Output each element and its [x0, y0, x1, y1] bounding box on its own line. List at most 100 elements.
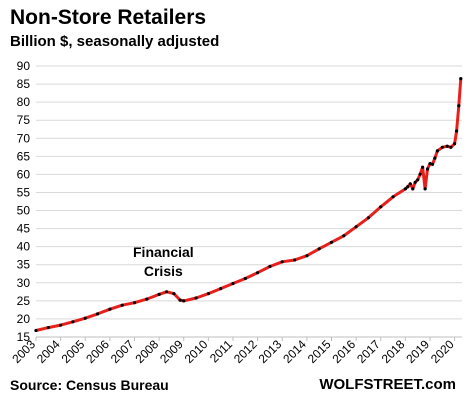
data-point: [440, 145, 444, 149]
data-point: [418, 172, 422, 176]
y-tick-label-35: 35: [17, 258, 31, 272]
data-point: [421, 165, 425, 169]
data-point: [46, 326, 50, 330]
data-point: [108, 307, 112, 311]
series-line-0: [35, 78, 463, 332]
data-point: [83, 316, 87, 320]
data-point: [194, 296, 198, 300]
data-point: [96, 312, 100, 316]
x-tick-label-2015: 2015: [305, 337, 334, 366]
data-point: [342, 234, 346, 238]
data-point: [433, 156, 437, 160]
y-axis-tick-labels: 15 20 25 30 35 40 45 50 55 60 65 70 75 80 85 90: [17, 59, 31, 344]
data-point: [157, 292, 161, 296]
data-point: [411, 187, 415, 191]
data-point: [329, 240, 334, 244]
data-point: [406, 185, 410, 189]
x-tick-label-2005: 2005: [59, 337, 88, 366]
data-point: [430, 162, 435, 166]
y-tick-label-85: 85: [17, 77, 31, 91]
x-axis-tick-labels: 2003200420052006200720082009201020112012…: [9, 337, 457, 366]
data-point: [457, 104, 461, 108]
x-tick-label-2020: 2020: [428, 337, 457, 366]
y-tick-label-80: 80: [17, 95, 31, 109]
data-point: [145, 297, 149, 301]
data-point: [243, 276, 247, 281]
x-tick-label-2009: 2009: [157, 337, 186, 366]
data-point: [172, 292, 176, 296]
data-point: [317, 247, 321, 251]
data-point: [413, 180, 417, 184]
x-tick-label-2018: 2018: [379, 337, 408, 366]
financial-crisis-annotation: Financial Crisis: [133, 243, 194, 281]
annotation-line-1: Financial: [133, 244, 194, 260]
data-point: [455, 129, 459, 133]
data-point: [445, 144, 449, 148]
data-point: [423, 187, 427, 191]
grid-lines: [36, 65, 462, 338]
data-point: [293, 258, 297, 262]
annotation-line-2: Crisis: [143, 263, 183, 279]
data-point: [416, 178, 420, 182]
chart-title: Non-Store Retailers: [10, 6, 207, 29]
x-tick-label-2012: 2012: [231, 337, 260, 366]
data-point: [268, 264, 272, 269]
data-point: [403, 187, 407, 191]
y-tick-label-25: 25: [17, 294, 31, 308]
x-tick-label-2006: 2006: [83, 337, 112, 366]
y-tick-label-70: 70: [17, 131, 31, 145]
x-tick-label-2017: 2017: [354, 337, 383, 366]
data-point: [178, 298, 182, 302]
data-point: [132, 301, 137, 305]
y-tick-label-55: 55: [17, 185, 31, 199]
x-tick-label-2016: 2016: [329, 337, 358, 366]
y-tick-label-50: 50: [17, 204, 31, 218]
data-point: [459, 77, 463, 81]
x-tick-label-2007: 2007: [108, 337, 137, 366]
data-point: [231, 281, 235, 286]
axes: [35, 336, 462, 341]
y-tick-label-45: 45: [17, 222, 31, 236]
data-point: [391, 195, 395, 199]
x-tick-label-2003: 2003: [9, 337, 38, 366]
brand-logo-text: WOLFSTREET.com: [319, 376, 456, 393]
data-point: [71, 320, 75, 324]
data-point: [182, 299, 186, 303]
source-note: Source: Census Bureau: [10, 377, 169, 393]
x-tick-label-2008: 2008: [132, 337, 161, 366]
data-point: [428, 162, 432, 166]
x-tick-label-2014: 2014: [280, 337, 309, 366]
y-tick-label-20: 20: [17, 312, 31, 326]
x-tick-label-2010: 2010: [182, 337, 211, 366]
data-point: [280, 260, 284, 264]
data-point: [164, 290, 169, 294]
y-tick-label-40: 40: [17, 240, 31, 254]
y-tick-label-30: 30: [17, 276, 31, 290]
y-tick-label-60: 60: [17, 167, 31, 181]
data-point: [120, 303, 124, 307]
data-point: [305, 254, 309, 258]
x-tick-label-2019: 2019: [403, 337, 432, 366]
data-point: [449, 145, 453, 149]
data-point: [425, 167, 430, 171]
data-point: [206, 292, 210, 296]
data-series: [34, 77, 463, 333]
x-tick-label-2004: 2004: [34, 337, 63, 366]
data-point: [354, 225, 358, 229]
y-tick-label-65: 65: [17, 149, 31, 163]
data-point: [59, 323, 63, 327]
y-tick-label-15: 15: [17, 330, 31, 344]
data-point: [219, 287, 223, 291]
data-point: [435, 149, 439, 153]
data-point: [379, 205, 383, 209]
y-tick-label-90: 90: [17, 59, 31, 73]
chart-subtitle: Billion $, seasonally adjusted: [10, 33, 220, 50]
data-point: [408, 182, 412, 186]
y-tick-label-75: 75: [17, 113, 31, 127]
data-point: [256, 271, 260, 275]
data-point: [34, 328, 38, 333]
x-tick-label-2011: 2011: [207, 337, 235, 365]
data-point: [366, 216, 370, 220]
x-tick-label-2013: 2013: [256, 337, 285, 366]
